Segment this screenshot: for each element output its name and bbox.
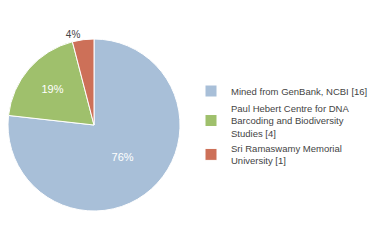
svg-text:76%: 76% [112,151,134,163]
svg-text:4%: 4% [66,29,81,40]
svg-text:Mined from GenBank, NCBI [16]: Mined from GenBank, NCBI [16] [231,86,367,97]
svg-text:19%: 19% [41,83,63,95]
svg-text:Paul Hebert Centre for DNABarc: Paul Hebert Centre for DNABarcoding and … [231,103,349,139]
svg-text:Sri Ramaswamy MemorialUniversi: Sri Ramaswamy MemorialUniversity [1] [231,143,342,166]
